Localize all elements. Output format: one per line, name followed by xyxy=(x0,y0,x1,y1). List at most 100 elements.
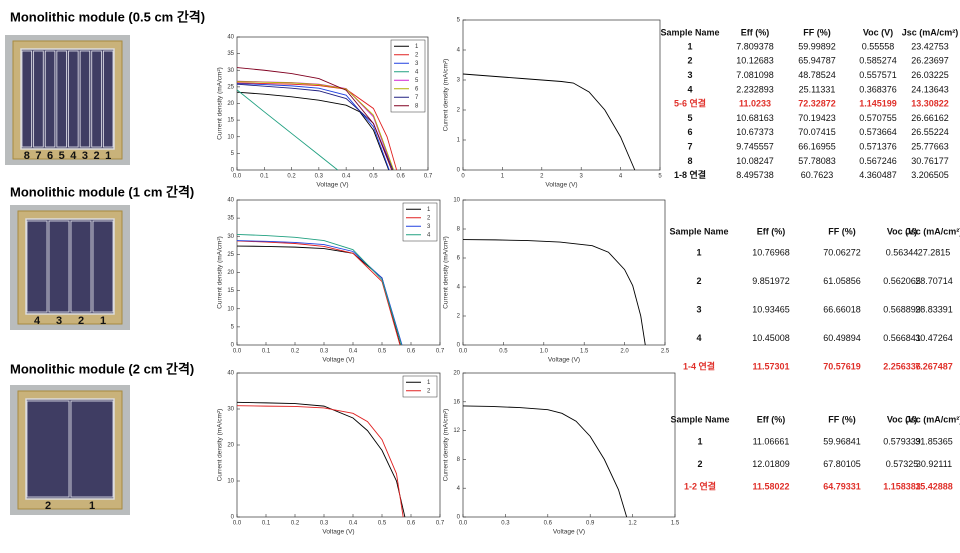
y-tick-label: 10 xyxy=(453,198,460,204)
curve xyxy=(236,89,338,171)
x-tick-label: 1 xyxy=(501,174,505,180)
x-tick-label: 0.4 xyxy=(342,174,351,180)
x-tick-label: 0.9 xyxy=(586,521,595,527)
y-tick-label: 2 xyxy=(457,314,461,320)
table-cell: 7.081098 xyxy=(736,70,774,80)
x-axis-label: Voltage (V) xyxy=(316,182,348,189)
cell-label: 8 xyxy=(24,150,30,162)
x-tick-label: 0.1 xyxy=(262,349,271,355)
legend-label: 2 xyxy=(415,52,419,58)
cell xyxy=(102,50,114,148)
table-header: FF (%) xyxy=(803,27,831,37)
x-tick-label: 0 xyxy=(461,174,465,180)
x-tick-label: 0.1 xyxy=(260,174,269,180)
table-cell: 61.05856 xyxy=(823,276,861,286)
legend-label: 4 xyxy=(427,232,431,238)
table-cell: 4 xyxy=(687,84,692,94)
y-axis-label: Current density (mA/cm²) xyxy=(217,236,224,309)
curve xyxy=(236,240,401,346)
table-cell: 66.16955 xyxy=(798,141,836,151)
x-tick-label: 0.0 xyxy=(459,349,468,355)
y-tick-label: 0 xyxy=(231,515,235,521)
y-tick-label: 0 xyxy=(457,343,461,349)
table-header: Jsc (mA/cm²) xyxy=(906,414,960,424)
curve xyxy=(236,81,395,171)
legend-box xyxy=(402,202,438,242)
x-tick-label: 0.3 xyxy=(315,174,324,180)
y-tick-label: 35 xyxy=(227,216,234,222)
table-cell: 10.76968 xyxy=(752,247,790,257)
table-cell: 59.96841 xyxy=(823,436,861,446)
table-cell: 7.809378 xyxy=(736,41,774,51)
section-title: Monolithic module (2 cm 간격) xyxy=(10,361,194,376)
x-tick-label: 3 xyxy=(580,174,584,180)
y-tick-label: 0 xyxy=(457,168,461,174)
table-cell: 5 xyxy=(687,113,692,123)
table-cell: 13.30822 xyxy=(911,99,949,109)
curve xyxy=(236,82,398,171)
table-cell: 1-4 연결 xyxy=(683,360,715,371)
cell xyxy=(70,400,114,498)
table-cell: 1 xyxy=(696,247,701,257)
table-cell: 70.06272 xyxy=(823,247,861,257)
table-cell: 0.585274 xyxy=(859,56,897,66)
y-tick-label: 20 xyxy=(453,371,460,377)
cell xyxy=(68,50,79,148)
legend-label: 5 xyxy=(415,78,419,84)
table-cell: 48.78524 xyxy=(798,70,836,80)
cell xyxy=(21,50,33,148)
table-header: Eff (%) xyxy=(741,27,770,37)
x-tick-label: 0.0 xyxy=(233,174,242,180)
x-tick-label: 0.4 xyxy=(349,349,358,355)
table-cell: 1.158383 xyxy=(883,481,921,491)
y-tick-label: 10 xyxy=(227,479,234,485)
legend-box xyxy=(402,375,438,398)
x-axis-label: Voltage (V) xyxy=(545,182,577,189)
table-cell: 0.368376 xyxy=(859,84,897,94)
table-cell: 3.206505 xyxy=(911,170,949,180)
y-axis-label: Current density (mA/cm²) xyxy=(217,67,224,140)
table-cell: 25.77663 xyxy=(911,141,949,151)
cell xyxy=(44,50,56,148)
x-tick-label: 1.5 xyxy=(580,349,589,355)
y-tick-label: 10 xyxy=(227,306,234,312)
table-cell: 12.01809 xyxy=(752,459,790,469)
x-tick-label: 0.5 xyxy=(378,521,387,527)
x-tick-label: 0.7 xyxy=(436,521,445,527)
curve xyxy=(236,83,394,171)
x-tick-label: 0.5 xyxy=(369,174,378,180)
table-cell: 0.573664 xyxy=(859,127,897,137)
table-cell: 72.32872 xyxy=(798,99,836,109)
table-header: Jsc (mA/cm²) xyxy=(906,226,960,236)
x-tick-label: 1.2 xyxy=(628,521,637,527)
y-tick-label: 5 xyxy=(231,324,235,330)
table-cell: 25.11331 xyxy=(799,84,836,94)
table-cell: 31.85365 xyxy=(915,436,953,446)
curve xyxy=(462,239,646,346)
legend-label: 1 xyxy=(415,44,419,50)
legend-label: 2 xyxy=(427,215,431,221)
cell-label: 3 xyxy=(56,315,62,327)
x-tick-label: 0.2 xyxy=(291,521,300,527)
table-cell: 65.94787 xyxy=(798,56,836,66)
x-axis-label: Voltage (V) xyxy=(322,357,354,364)
curve xyxy=(236,80,394,171)
table-cell: 10.68163 xyxy=(736,113,774,123)
table-cell: 26.55224 xyxy=(911,127,949,137)
y-tick-label: 30 xyxy=(227,407,234,413)
table-header: Voc (V) xyxy=(863,27,893,37)
cell-label: 1 xyxy=(105,150,111,162)
table-cell: 2.256336 xyxy=(883,361,921,371)
curve xyxy=(236,83,390,171)
y-tick-label: 4 xyxy=(457,486,461,492)
table-cell: 0.57325 xyxy=(886,459,919,469)
table-cell: 0.570755 xyxy=(859,113,897,123)
x-tick-label: 0.6 xyxy=(544,521,553,527)
table-cell: 2.232893 xyxy=(736,84,774,94)
section-title: Monolithic module (1 cm 간격) xyxy=(10,184,194,199)
table-cell: 11.06661 xyxy=(753,436,790,446)
table-cell: 64.79331 xyxy=(823,481,861,491)
cell-label: 1 xyxy=(89,500,95,512)
y-tick-label: 40 xyxy=(227,198,234,204)
